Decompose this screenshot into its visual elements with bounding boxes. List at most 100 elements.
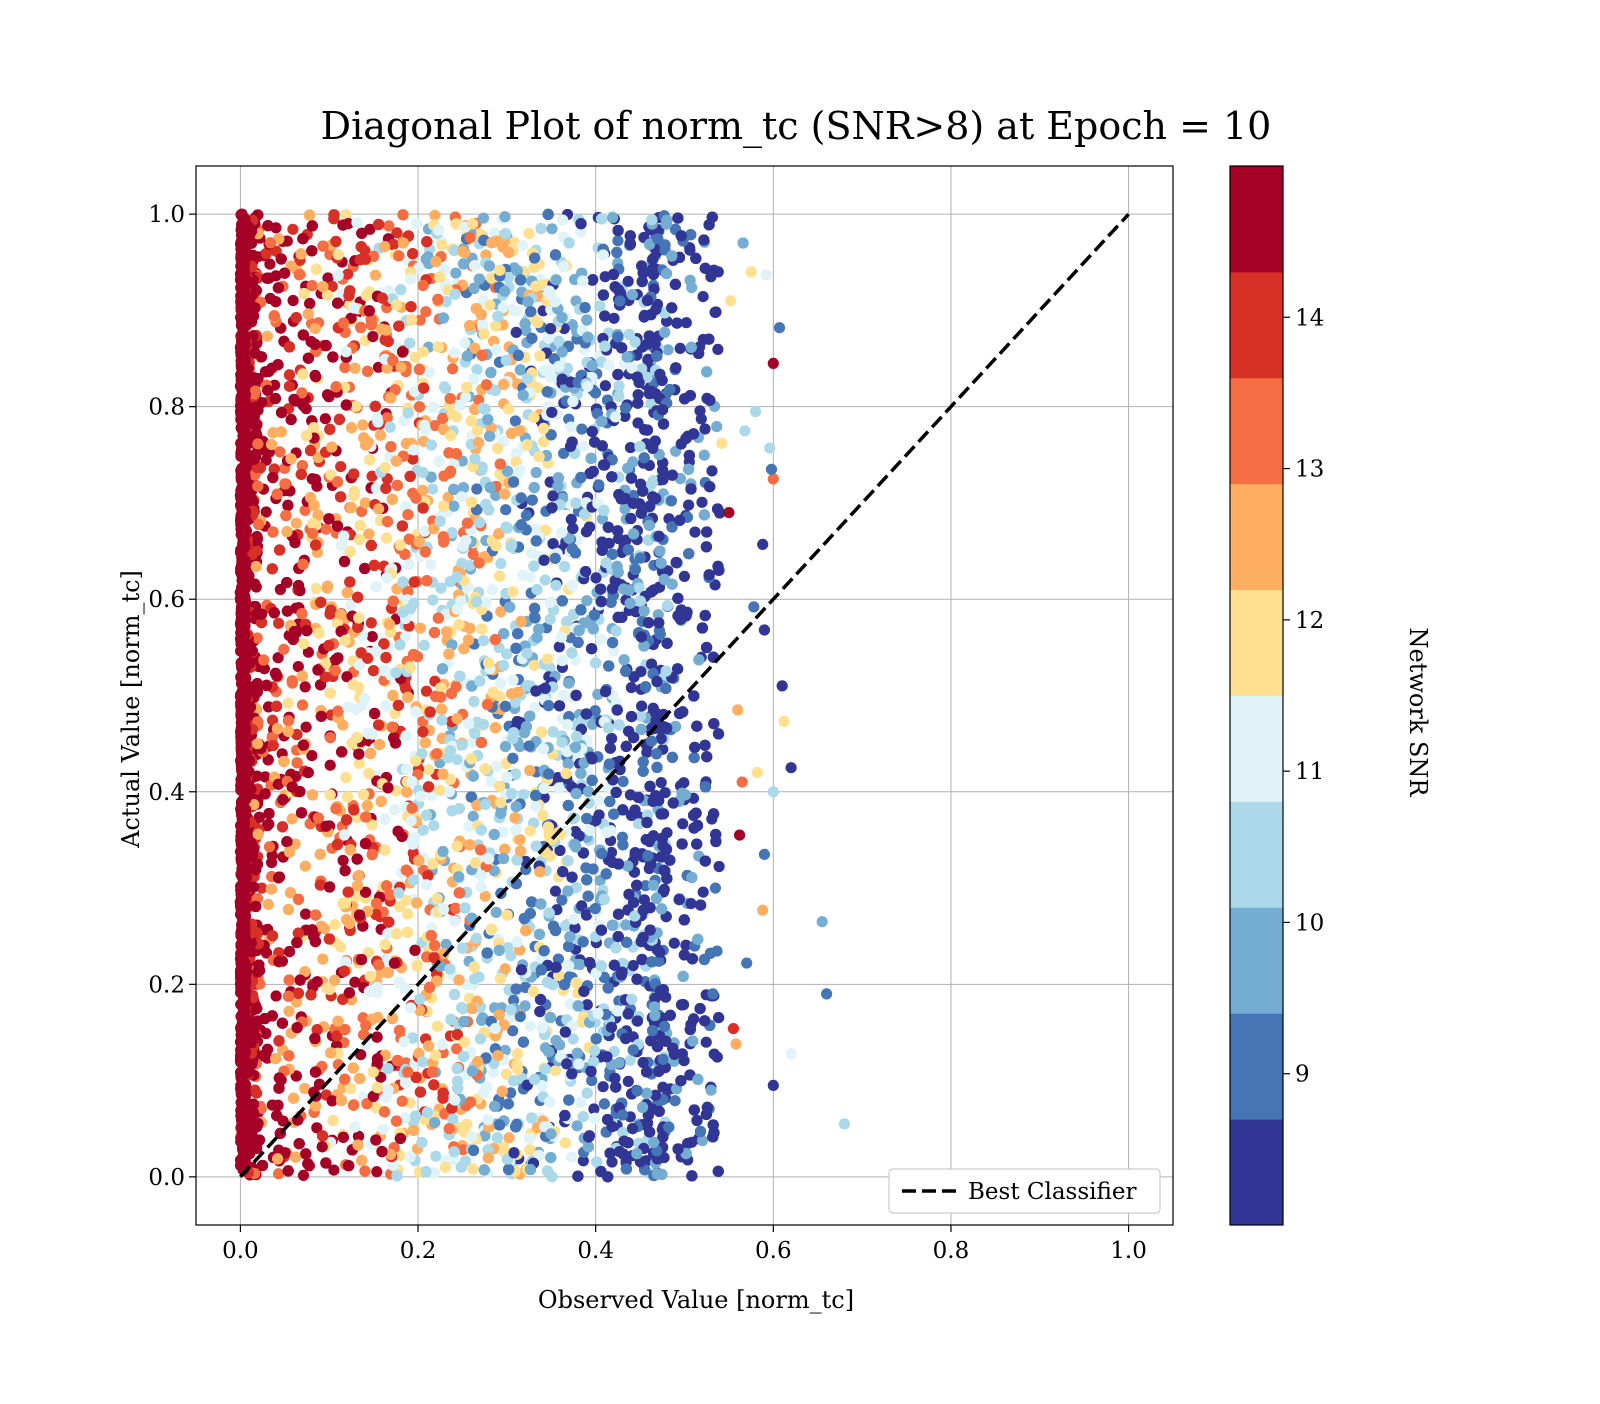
- scatter-point: [675, 343, 686, 354]
- scatter-point: [625, 442, 636, 453]
- scatter-point: [598, 1081, 609, 1092]
- scatter-point: [495, 558, 506, 569]
- scatter-point: [537, 810, 548, 821]
- scatter-point: [546, 223, 557, 234]
- scatter-point: [599, 1098, 610, 1109]
- scatter-point: [298, 638, 309, 649]
- scatter-point: [698, 887, 709, 898]
- scatter-point: [686, 1137, 697, 1148]
- scatter-point: [287, 224, 298, 235]
- scatter-point: [371, 1166, 382, 1177]
- scatter-point: [298, 1170, 309, 1181]
- scatter-point: [590, 572, 601, 583]
- scatter-point: [656, 777, 667, 788]
- chart-title: Diagonal Plot of norm_tc (SNR>8) at Epoc…: [196, 104, 1396, 148]
- scatter-point: [600, 380, 611, 391]
- scatter-point: [357, 419, 368, 430]
- scatter-point: [484, 300, 495, 311]
- scatter-point: [320, 413, 331, 424]
- scatter-point: [481, 1081, 492, 1092]
- scatter-point: [623, 1076, 634, 1087]
- scatter-point: [525, 825, 536, 836]
- scatter-point: [450, 268, 461, 279]
- scatter-point: [300, 861, 311, 872]
- scatter-point: [581, 595, 592, 606]
- scatter-point: [317, 954, 328, 965]
- scatter-point: [572, 1120, 583, 1131]
- scatter-point: [596, 634, 607, 645]
- scatter-point: [310, 323, 321, 334]
- scatter-point: [335, 461, 346, 472]
- scatter-point: [524, 740, 535, 751]
- scatter-point: [514, 834, 525, 845]
- scatter-point: [471, 933, 482, 944]
- scatter-point: [266, 857, 277, 868]
- scatter-point: [447, 363, 458, 374]
- scatter-point: [679, 1055, 690, 1066]
- scatter-point: [419, 640, 430, 651]
- scatter-point: [475, 881, 486, 892]
- scatter-point: [440, 383, 451, 394]
- scatter-point: [697, 1135, 708, 1146]
- scatter-point: [378, 1124, 389, 1135]
- scatter-point: [301, 722, 312, 733]
- scatter-point: [696, 497, 707, 508]
- scatter-point: [540, 575, 551, 586]
- scatter-point: [699, 450, 710, 461]
- scatter-point: [531, 467, 542, 478]
- scatter-point: [550, 886, 561, 897]
- scatter-point: [613, 391, 624, 402]
- scatter-point: [646, 659, 657, 670]
- scatter-point: [311, 583, 322, 594]
- scatter-point: [606, 847, 617, 858]
- scatter-point: [360, 497, 371, 508]
- scatter-point: [491, 907, 502, 918]
- scatter-point: [490, 321, 501, 332]
- scatter-point: [677, 818, 688, 829]
- scatter-point: [452, 754, 463, 765]
- scatter-point: [429, 210, 440, 221]
- scatter-point: [428, 820, 439, 831]
- scatter-point: [636, 701, 647, 712]
- scatter-point: [283, 904, 294, 915]
- scatter-point: [663, 344, 674, 355]
- scatter-point: [618, 776, 629, 787]
- scatter-point: [685, 898, 696, 909]
- scatter-point: [503, 1098, 514, 1109]
- scatter-point: [554, 641, 565, 652]
- scatter-point: [366, 617, 377, 628]
- scatter-point: [325, 760, 336, 771]
- scatter-point: [612, 235, 623, 246]
- scatter-point: [550, 1065, 561, 1076]
- scatter-point: [430, 1151, 441, 1162]
- scatter-point: [278, 644, 289, 655]
- scatter-point: [712, 344, 723, 355]
- scatter-point: [251, 1088, 262, 1099]
- scatter-point: [287, 813, 298, 824]
- scatter-point: [440, 1162, 451, 1173]
- scatter-point: [459, 337, 470, 348]
- scatter-point: [300, 909, 311, 920]
- scatter-point: [580, 862, 591, 873]
- scatter-point: [622, 463, 633, 474]
- scatter-point: [397, 1096, 408, 1107]
- scatter-point: [329, 919, 340, 930]
- scatter-point: [542, 653, 553, 664]
- scatter-point: [321, 524, 332, 535]
- scatter-point: [698, 291, 709, 302]
- scatter-point: [288, 295, 299, 306]
- scatter-point: [262, 331, 273, 342]
- scatter-point: [415, 623, 426, 634]
- scatter-point: [342, 791, 353, 802]
- scatter-point: [521, 510, 532, 521]
- scatter-point: [293, 661, 304, 672]
- scatter-point: [701, 1037, 712, 1048]
- scatter-point: [500, 504, 511, 515]
- scatter-point: [696, 413, 707, 424]
- scatter-point: [307, 280, 318, 291]
- scatter-point: [487, 584, 498, 595]
- scatter-point: [608, 313, 619, 324]
- scatter-point: [370, 270, 381, 281]
- scatter-point: [648, 880, 659, 891]
